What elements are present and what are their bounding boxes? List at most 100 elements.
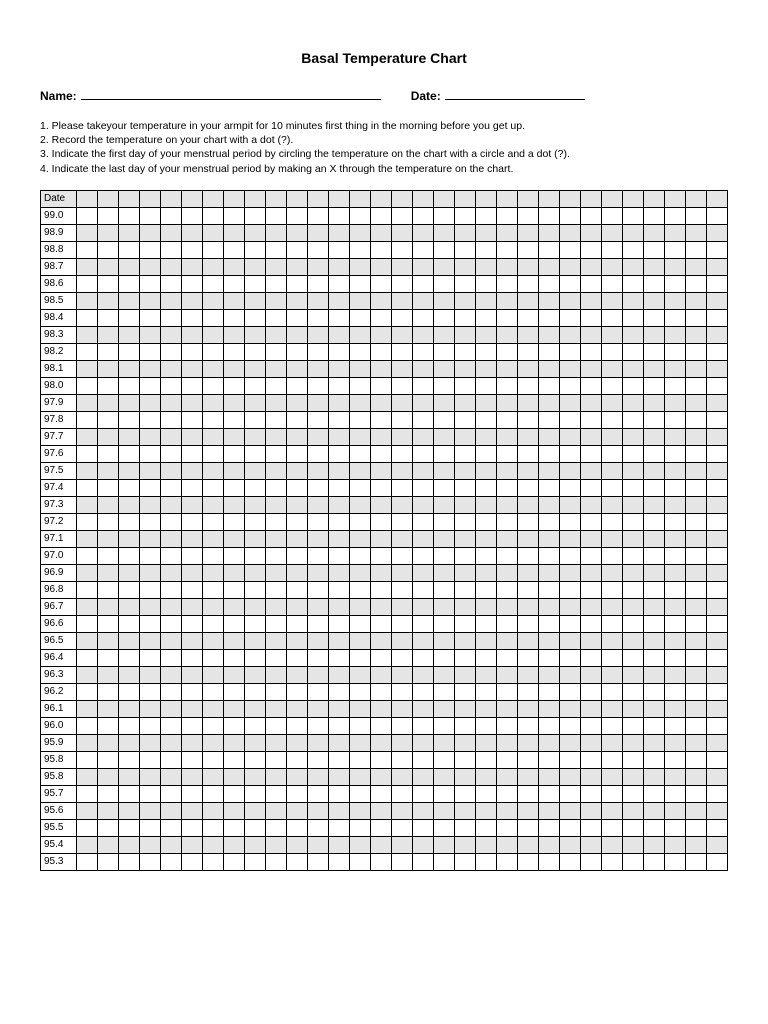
temp-cell[interactable] [245,343,266,360]
temp-cell[interactable] [245,751,266,768]
temp-cell[interactable] [686,479,707,496]
temp-cell[interactable] [539,326,560,343]
temp-cell[interactable] [371,343,392,360]
temp-cell[interactable] [686,836,707,853]
temp-cell[interactable] [665,343,686,360]
temp-cell[interactable] [560,292,581,309]
temp-cell[interactable] [308,411,329,428]
temp-cell[interactable] [350,360,371,377]
temp-cell[interactable] [644,853,665,870]
temp-cell[interactable] [308,326,329,343]
temp-cell[interactable] [98,530,119,547]
temp-cell[interactable] [224,275,245,292]
temp-cell[interactable] [560,326,581,343]
temp-cell[interactable] [77,241,98,258]
temp-cell[interactable] [119,802,140,819]
temp-cell[interactable] [413,598,434,615]
temp-cell[interactable] [665,411,686,428]
temp-cell[interactable] [455,700,476,717]
temp-cell[interactable] [161,802,182,819]
temp-cell[interactable] [539,343,560,360]
temp-cell[interactable] [329,717,350,734]
temp-cell[interactable] [455,411,476,428]
temp-cell[interactable] [434,768,455,785]
temp-cell[interactable] [602,666,623,683]
temp-cell[interactable] [665,428,686,445]
temp-cell[interactable] [329,581,350,598]
temp-cell[interactable] [686,411,707,428]
temp-cell[interactable] [392,241,413,258]
temp-cell[interactable] [602,564,623,581]
temp-cell[interactable] [203,700,224,717]
temp-cell[interactable] [119,734,140,751]
temp-cell[interactable] [224,326,245,343]
temp-cell[interactable] [77,207,98,224]
temp-cell[interactable] [518,751,539,768]
temp-cell[interactable] [245,768,266,785]
temp-cell[interactable] [539,309,560,326]
temp-cell[interactable] [203,683,224,700]
temp-cell[interactable] [182,666,203,683]
temp-cell[interactable] [203,581,224,598]
temp-cell[interactable] [329,598,350,615]
temp-cell[interactable] [140,836,161,853]
temp-cell[interactable] [224,836,245,853]
temp-cell[interactable] [602,734,623,751]
temp-cell[interactable] [371,462,392,479]
temp-cell[interactable] [308,224,329,241]
temp-cell[interactable] [581,343,602,360]
temp-cell[interactable] [476,700,497,717]
temp-cell[interactable] [308,785,329,802]
temp-cell[interactable] [329,615,350,632]
temp-cell[interactable] [98,649,119,666]
temp-cell[interactable] [77,547,98,564]
date-header-cell-blank[interactable] [413,190,434,207]
temp-cell[interactable] [518,632,539,649]
temp-cell[interactable] [203,292,224,309]
temp-cell[interactable] [224,734,245,751]
temp-cell[interactable] [539,785,560,802]
temp-cell[interactable] [392,683,413,700]
temp-cell[interactable] [77,785,98,802]
temp-cell[interactable] [455,513,476,530]
temp-cell[interactable] [476,462,497,479]
temp-cell[interactable] [77,853,98,870]
temp-cell[interactable] [350,530,371,547]
temp-cell[interactable] [665,479,686,496]
temp-cell[interactable] [182,853,203,870]
temp-cell[interactable] [266,428,287,445]
temp-cell[interactable] [287,802,308,819]
temp-cell[interactable] [266,547,287,564]
date-header-cell-blank[interactable] [644,190,665,207]
temp-cell[interactable] [140,717,161,734]
temp-cell[interactable] [413,309,434,326]
temp-cell[interactable] [686,292,707,309]
temp-cell[interactable] [686,207,707,224]
temp-cell[interactable] [182,309,203,326]
temp-cell[interactable] [476,479,497,496]
temp-cell[interactable] [287,445,308,462]
temp-cell[interactable] [140,564,161,581]
temp-cell[interactable] [287,292,308,309]
temp-cell[interactable] [602,377,623,394]
temp-cell[interactable] [476,496,497,513]
temp-cell[interactable] [161,496,182,513]
temp-cell[interactable] [413,632,434,649]
temp-cell[interactable] [413,224,434,241]
temp-cell[interactable] [413,428,434,445]
temp-cell[interactable] [182,445,203,462]
temp-cell[interactable] [140,530,161,547]
temp-cell[interactable] [455,241,476,258]
temp-cell[interactable] [287,581,308,598]
temp-cell[interactable] [707,836,728,853]
temp-cell[interactable] [623,649,644,666]
temp-cell[interactable] [287,258,308,275]
temp-cell[interactable] [224,411,245,428]
temp-cell[interactable] [707,513,728,530]
temp-cell[interactable] [539,377,560,394]
temp-cell[interactable] [623,275,644,292]
temp-cell[interactable] [476,411,497,428]
temp-cell[interactable] [602,717,623,734]
temp-cell[interactable] [497,785,518,802]
temp-cell[interactable] [686,258,707,275]
